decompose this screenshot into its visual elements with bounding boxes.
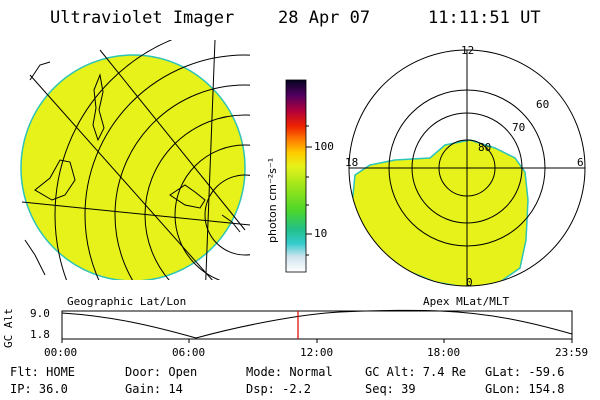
status-glon: GLon: 154.8	[485, 382, 565, 396]
status-flt: Flt: HOME	[10, 365, 76, 379]
orbit-xtick-0000: 00:00	[44, 346, 78, 359]
intensity-colorbar	[285, 79, 312, 273]
polar-mlat-mlt-panel	[348, 49, 586, 287]
mlat-label-70: 70	[512, 121, 526, 134]
mlt-label-12: 12	[461, 44, 475, 57]
orbit-xtick-1800: 18:00	[427, 346, 461, 359]
geographic-map-panel	[20, 40, 250, 280]
mlat-label-60: 60	[536, 98, 550, 111]
uv-image-disk	[20, 54, 246, 280]
status-gc-alt: GC Alt: 7.4 Re	[365, 365, 467, 379]
orbit-ytick-bottom: 1.8	[30, 328, 50, 341]
status-seq: Seq: 39	[365, 382, 416, 396]
gc-alt-curve	[61, 309, 573, 339]
orbit-xtick-1200: 12:00	[300, 346, 334, 359]
coastlines	[24, 61, 241, 276]
status-door: Door: Open	[125, 365, 198, 379]
orbit-xtick-2359: 23:59	[555, 346, 589, 359]
status-glat: GLat: -59.6	[485, 365, 565, 379]
mlt-label-0: 0	[466, 276, 473, 289]
orbit-ylabel: GC Alt	[2, 308, 15, 348]
time-label: 11:11:51 UT	[428, 8, 541, 28]
orbit-ytick-top: 9.0	[30, 307, 50, 320]
geographic-caption: Geographic Lat/Lon	[67, 295, 187, 308]
colorbar-unit-label: photon cm⁻²s⁻¹	[266, 157, 279, 243]
date-label: 28 Apr 07	[278, 8, 371, 28]
status-mode: Mode: Normal	[246, 365, 333, 379]
colorbar-tick-10: 10	[314, 227, 328, 240]
status-dsp: Dsp: -2.2	[246, 382, 312, 396]
mlt-label-6: 6	[577, 156, 584, 169]
colorbar-tick-100: 100	[314, 140, 334, 153]
mlt-label-18: 18	[345, 156, 359, 169]
status-gain: Gain: 14	[125, 382, 183, 396]
apex-caption: Apex MLat/MLT	[423, 295, 510, 308]
status-ip: IP: 36.0	[10, 382, 68, 396]
polar-grid	[348, 49, 586, 287]
orbit-plot-frame	[61, 310, 573, 340]
orbit-altitude-plot	[61, 309, 573, 343]
mlat-label-80: 80	[478, 141, 492, 154]
orbit-xtick-0600: 06:00	[172, 346, 206, 359]
colorbar-ticks	[306, 125, 312, 256]
lat-lon-grid	[21, 40, 250, 280]
instrument-title: Ultraviolet Imager	[50, 8, 235, 28]
orbit-x-ticks	[61, 339, 573, 343]
